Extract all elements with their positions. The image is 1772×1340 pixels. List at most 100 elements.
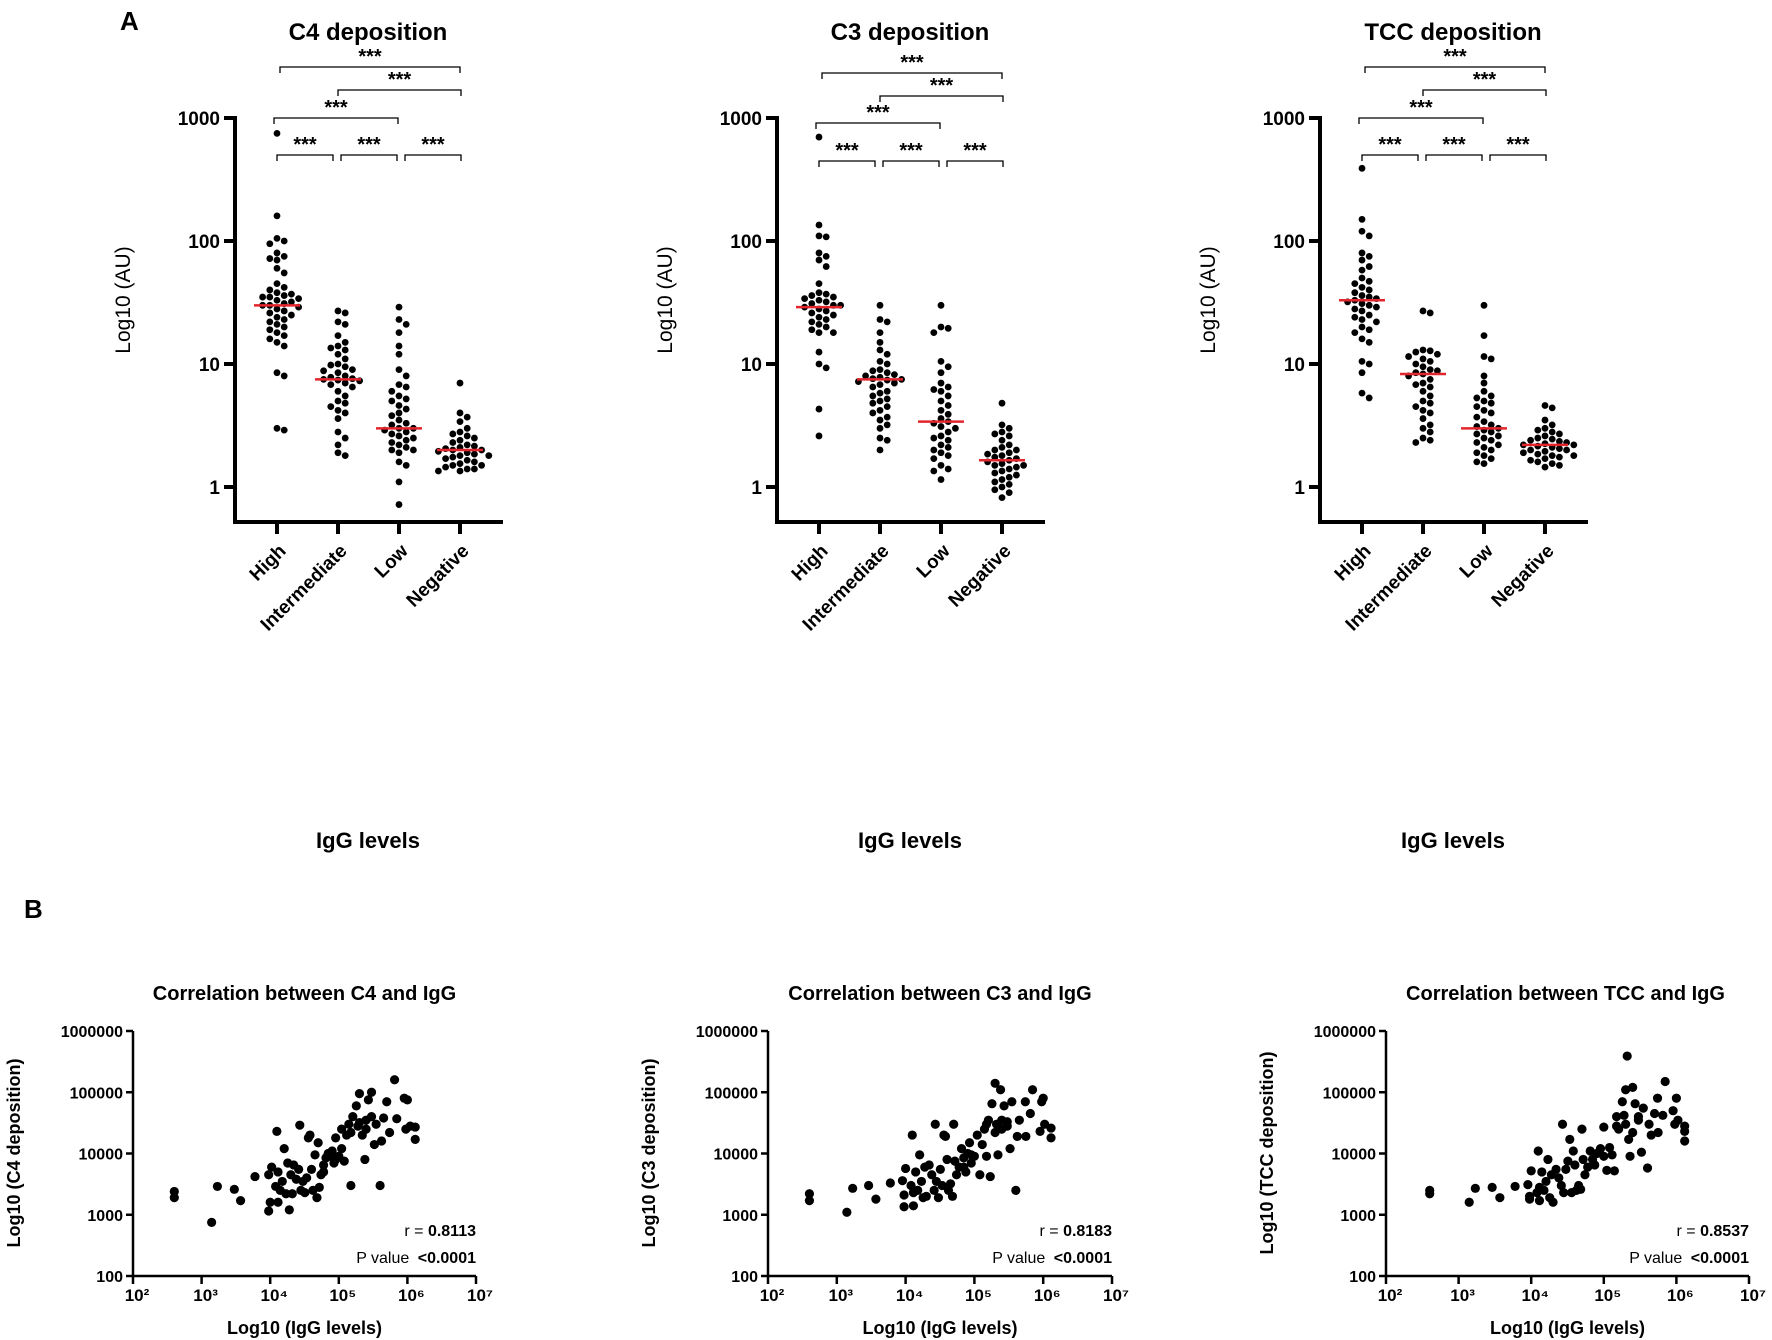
data-point [1358, 307, 1366, 315]
data-point [876, 329, 884, 337]
data-point [410, 434, 417, 442]
data-point [346, 1127, 356, 1138]
data-point [331, 1133, 341, 1143]
data-point [327, 381, 335, 389]
data-point [376, 1136, 387, 1146]
data-point [1365, 338, 1373, 346]
data-point [1480, 387, 1488, 395]
data-point [395, 366, 403, 374]
data-point [1625, 1151, 1635, 1161]
significance-bracket: *** [1489, 134, 1547, 161]
data-point [395, 449, 403, 457]
data-point [1583, 1162, 1593, 1172]
y-tick-label: 1000 [722, 1208, 758, 1225]
data-point [876, 346, 884, 354]
data-point [395, 458, 403, 466]
data-point [273, 424, 281, 432]
data-point [1005, 441, 1013, 449]
data-point [1358, 164, 1366, 172]
data-point [1602, 1165, 1612, 1175]
data-point [876, 301, 884, 309]
correlation-plot-0: Correlation between C4 and IgG 100 1000 100… [4, 983, 493, 1338]
data-point [869, 383, 877, 391]
data-point [1556, 445, 1563, 453]
data-point [944, 324, 952, 332]
y-tick-label: 100000 [70, 1085, 123, 1102]
data-point [1680, 1121, 1690, 1131]
data-point [975, 1170, 985, 1180]
bracket-line [821, 72, 1003, 79]
data-point [1027, 1085, 1038, 1095]
data-point [1607, 1150, 1617, 1160]
data-point [815, 360, 823, 368]
y-tick-label: 10 [1284, 355, 1305, 376]
data-point [876, 381, 884, 389]
data-point [944, 363, 952, 371]
data-point [822, 263, 830, 270]
data-point [1426, 309, 1434, 317]
data-point [456, 436, 464, 444]
data-point [1630, 1099, 1640, 1109]
data-point [942, 1154, 952, 1165]
data-point [1011, 1185, 1021, 1195]
significance-bracket: *** [818, 140, 876, 167]
data-point [264, 1170, 274, 1180]
data-point [1633, 1115, 1644, 1125]
bracket-line [815, 122, 941, 129]
data-point [944, 392, 952, 400]
data-point [991, 486, 999, 494]
data-point [395, 402, 403, 409]
data-point [273, 249, 281, 257]
y-tick-label: 100000 [705, 1085, 758, 1102]
data-point [1604, 1142, 1615, 1153]
data-point [1487, 421, 1495, 429]
bracket-line [879, 95, 1004, 102]
significance-label: *** [900, 52, 924, 74]
x-axis-label: IgG levels [1401, 828, 1505, 853]
significance-label: *** [1506, 134, 1530, 156]
data-point [1426, 366, 1434, 374]
p-label: P value [356, 1250, 414, 1267]
data-point [1548, 421, 1556, 429]
data-point [944, 443, 952, 451]
data-point [1559, 1187, 1569, 1198]
data-point [471, 434, 478, 442]
data-point [915, 1150, 925, 1160]
data-point [998, 483, 1006, 491]
data-point [883, 413, 891, 421]
data-point [327, 1146, 337, 1156]
data-point [1021, 1131, 1031, 1142]
data-point [1570, 452, 1578, 460]
data-point [250, 1171, 260, 1182]
data-point [395, 416, 403, 424]
data-point [273, 338, 281, 346]
data-point [1541, 424, 1549, 432]
data-point [295, 295, 302, 303]
significance-bracket: *** [404, 134, 462, 161]
chart-title: TCC deposition [1364, 19, 1541, 46]
data-point [1480, 452, 1488, 460]
data-point [822, 316, 830, 323]
data-point [1358, 283, 1366, 291]
data-point [341, 379, 349, 387]
data-point [891, 371, 898, 379]
data-point [1426, 347, 1434, 355]
data-point [1622, 1051, 1632, 1061]
r-value: 0.8113 [428, 1223, 476, 1240]
data-point [1358, 256, 1366, 264]
data-point [1580, 1170, 1590, 1180]
y-axis-label: Log10 (C3 deposition) [639, 1058, 659, 1247]
data-point [1487, 409, 1495, 417]
data-point [1578, 1154, 1588, 1165]
data-point [842, 1207, 852, 1217]
y-axis-label: Log10 (C4 deposition) [4, 1058, 24, 1247]
x-tick-label: Negative [1488, 541, 1559, 612]
bracket-line [818, 160, 876, 167]
significance-label: *** [358, 46, 382, 68]
bracket-line [1361, 154, 1419, 161]
data-point [1426, 436, 1434, 444]
x-tick-label: 10³ [193, 1286, 218, 1305]
p-label: P value [1629, 1250, 1687, 1267]
data-point [456, 428, 464, 436]
data-point [876, 338, 884, 346]
